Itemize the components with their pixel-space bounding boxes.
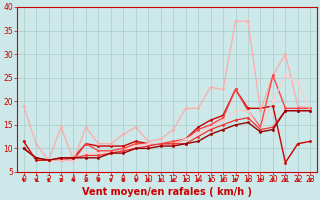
X-axis label: Vent moyen/en rafales ( km/h ): Vent moyen/en rafales ( km/h )	[82, 187, 252, 197]
